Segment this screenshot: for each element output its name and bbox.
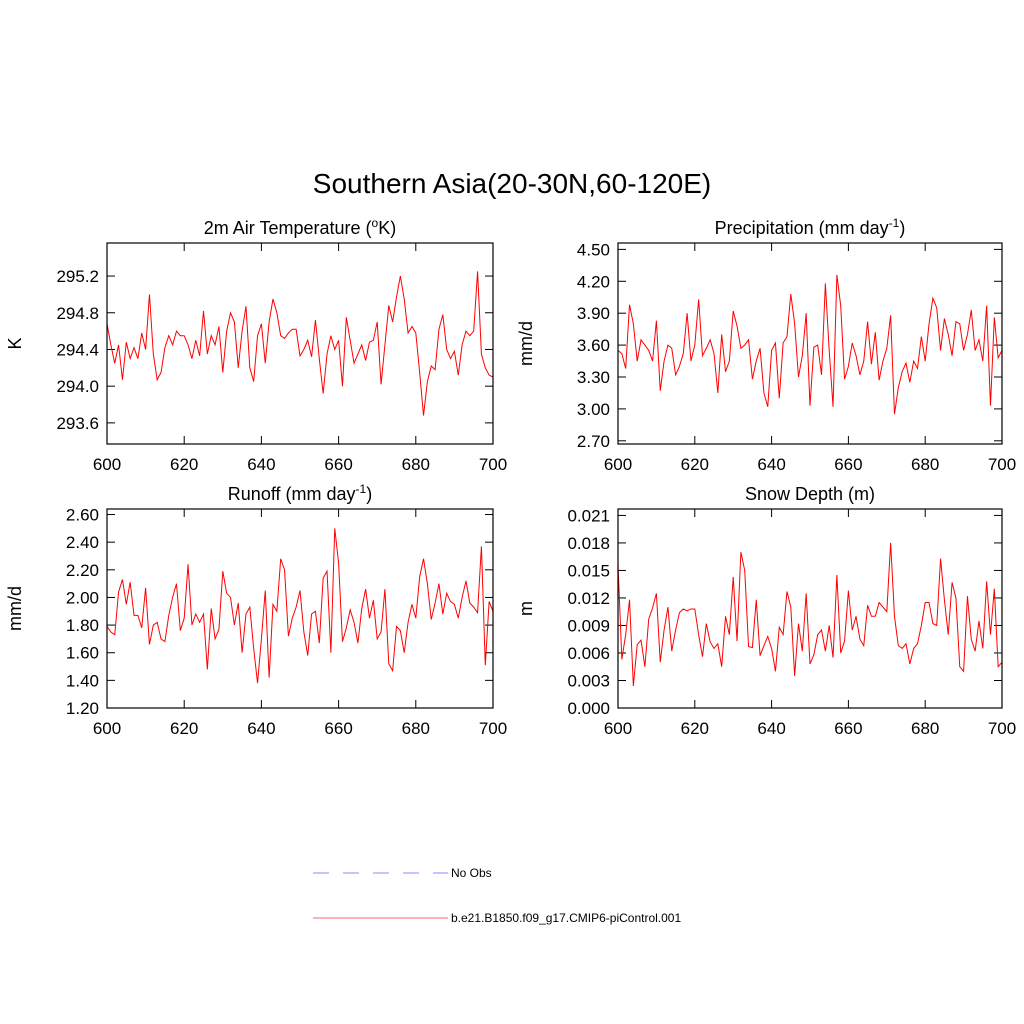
x-tick-label: 600 bbox=[93, 719, 121, 738]
data-line bbox=[617, 274, 1003, 415]
data-line bbox=[617, 542, 1003, 687]
x-tick-label: 600 bbox=[93, 455, 121, 474]
y-tick-label: 0.012 bbox=[567, 589, 610, 608]
y-axis-label: mm/d bbox=[5, 586, 25, 631]
x-tick-label: 620 bbox=[170, 455, 198, 474]
y-axis-label: K bbox=[5, 337, 25, 349]
y-tick-label: 2.70 bbox=[577, 432, 610, 451]
y-tick-label: 1.20 bbox=[66, 699, 99, 718]
title-part: -1 bbox=[889, 216, 900, 230]
y-tick-label: 2.20 bbox=[66, 561, 99, 580]
y-tick-label: 3.30 bbox=[577, 368, 610, 387]
x-tick-label: 680 bbox=[911, 719, 939, 738]
y-tick-label: 294.4 bbox=[56, 340, 99, 359]
panel-title: Snow Depth (m) bbox=[745, 484, 875, 504]
x-tick-label: 700 bbox=[988, 719, 1016, 738]
y-tick-label: 294.0 bbox=[56, 377, 99, 396]
panel-title: Precipitation (mm day-1) bbox=[715, 216, 906, 238]
y-tick-label: 1.40 bbox=[66, 671, 99, 690]
y-tick-label: 4.20 bbox=[577, 272, 610, 291]
x-tick-label: 660 bbox=[324, 719, 352, 738]
y-tick-label: 0.021 bbox=[567, 506, 610, 525]
panel-title: 2m Air Temperature (oK) bbox=[204, 216, 396, 238]
title-part: Runoff (mm day bbox=[228, 484, 356, 504]
y-tick-label: 0.018 bbox=[567, 534, 610, 553]
x-tick-label: 660 bbox=[834, 455, 862, 474]
y-tick-label: 293.6 bbox=[56, 414, 99, 433]
title-part: -1 bbox=[356, 482, 367, 496]
y-tick-label: 3.90 bbox=[577, 304, 610, 323]
title-part: Precipitation (mm day bbox=[715, 218, 889, 238]
figure-title: Southern Asia(20-30N,60-120E) bbox=[313, 168, 711, 199]
title-part: K) bbox=[378, 218, 396, 238]
x-tick-label: 640 bbox=[757, 455, 785, 474]
y-tick-label: 294.8 bbox=[56, 304, 99, 323]
x-tick-label: 700 bbox=[479, 719, 507, 738]
x-tick-label: 640 bbox=[247, 719, 275, 738]
x-tick-label: 600 bbox=[604, 455, 632, 474]
title-part: o bbox=[372, 216, 379, 230]
y-tick-label: 0.003 bbox=[567, 671, 610, 690]
x-tick-label: 660 bbox=[834, 719, 862, 738]
y-axis-label: m bbox=[516, 601, 536, 616]
x-tick-label: 700 bbox=[479, 455, 507, 474]
y-tick-label: 2.40 bbox=[66, 533, 99, 552]
y-axis-label: mm/d bbox=[516, 321, 536, 366]
y-tick-label: 2.00 bbox=[66, 588, 99, 607]
title-part: Snow Depth (m) bbox=[745, 484, 875, 504]
title-part: 2m Air Temperature ( bbox=[204, 218, 372, 238]
y-tick-label: 4.50 bbox=[577, 240, 610, 259]
plot-frame bbox=[617, 508, 1003, 709]
x-tick-label: 620 bbox=[681, 719, 709, 738]
x-tick-label: 620 bbox=[170, 719, 198, 738]
x-tick-label: 680 bbox=[911, 455, 939, 474]
y-tick-label: 0.006 bbox=[567, 644, 610, 663]
y-tick-label: 0.000 bbox=[567, 699, 610, 718]
legend-label: b.e21.B1850.f09_g17.CMIP6-piControl.001 bbox=[451, 911, 681, 925]
x-tick-label: 680 bbox=[402, 455, 430, 474]
title-part: ) bbox=[366, 484, 372, 504]
x-tick-label: 680 bbox=[402, 719, 430, 738]
x-tick-label: 700 bbox=[988, 455, 1016, 474]
y-tick-label: 0.009 bbox=[567, 616, 610, 635]
x-tick-label: 640 bbox=[247, 455, 275, 474]
y-tick-label: 1.80 bbox=[66, 616, 99, 635]
y-tick-label: 2.60 bbox=[66, 506, 99, 525]
legend-label: No Obs bbox=[451, 866, 492, 880]
plot-frame bbox=[106, 242, 494, 445]
x-tick-label: 660 bbox=[324, 455, 352, 474]
x-tick-label: 600 bbox=[604, 719, 632, 738]
plot-frame bbox=[617, 242, 1003, 445]
data-line bbox=[106, 271, 494, 416]
x-tick-label: 620 bbox=[681, 455, 709, 474]
title-part: ) bbox=[899, 218, 905, 238]
y-tick-label: 295.2 bbox=[56, 267, 99, 286]
y-tick-label: 3.00 bbox=[577, 400, 610, 419]
plot-frame bbox=[106, 508, 494, 709]
data-line bbox=[106, 528, 494, 684]
panel-title: Runoff (mm day-1) bbox=[228, 482, 372, 504]
x-tick-label: 640 bbox=[757, 719, 785, 738]
y-tick-label: 0.015 bbox=[567, 561, 610, 580]
y-tick-label: 1.60 bbox=[66, 644, 99, 663]
y-tick-label: 3.60 bbox=[577, 336, 610, 355]
